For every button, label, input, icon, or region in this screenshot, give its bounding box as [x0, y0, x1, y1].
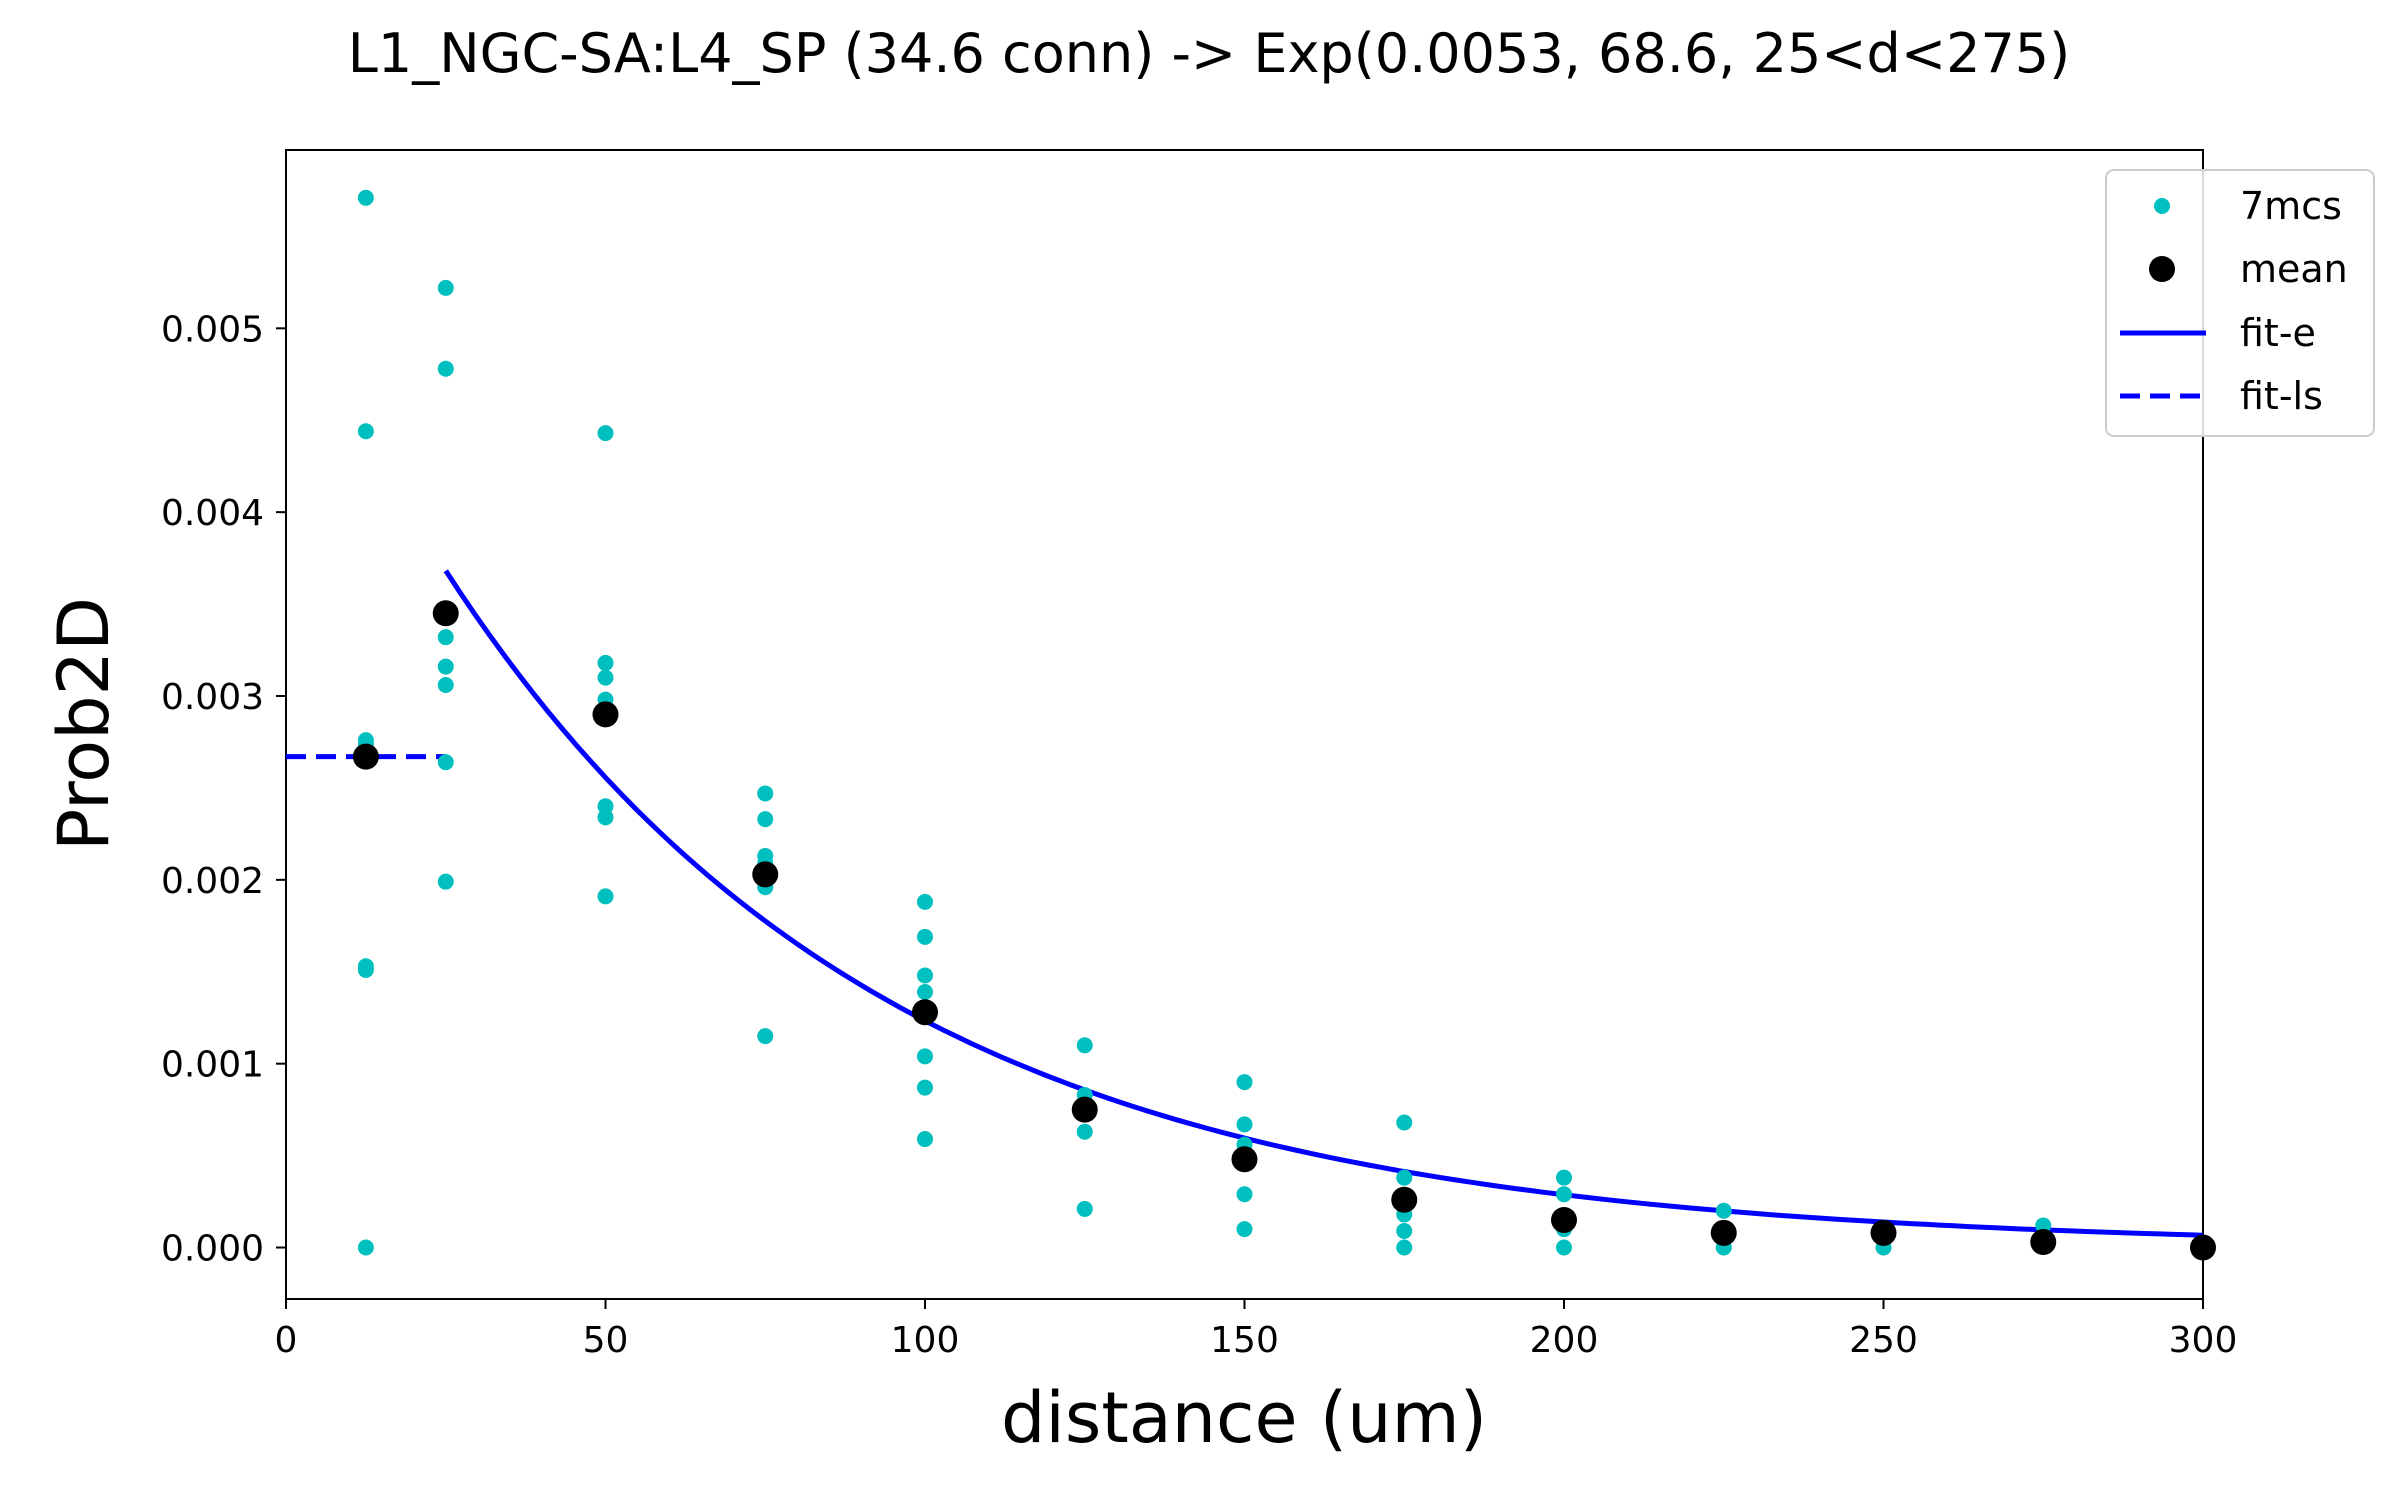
7mcs-point [597, 888, 614, 905]
7mcs-point [917, 983, 933, 1000]
legend-label-fit-e: fit-e [2240, 311, 2316, 355]
legend-label-mean: mean [2240, 247, 2348, 291]
7mcs-point [917, 928, 933, 945]
mean-point [592, 701, 619, 728]
7mcs-point [757, 811, 774, 828]
7mcs-point [437, 629, 454, 646]
7mcs-point [917, 967, 933, 984]
7mcs-point [1396, 1169, 1413, 1186]
x-tick-label: 200 [1530, 1320, 1599, 1361]
7mcs-point [1715, 1202, 1732, 1219]
7mcs-point [917, 893, 933, 910]
x-tick-label: 100 [891, 1320, 960, 1361]
y-axis-label: Prob2D [43, 597, 125, 851]
x-tick-label: 50 [583, 1320, 629, 1361]
legend: 7mcs mean fit-e fit-ls [2105, 169, 2375, 437]
7mcs-point [1396, 1222, 1413, 1239]
mean-point [2030, 1229, 2057, 1256]
7mcs-point [597, 798, 614, 815]
series-7mcs-points [357, 189, 2211, 1256]
7mcs-point [357, 961, 374, 978]
7mcs-point [757, 1028, 774, 1045]
7mcs-point [2035, 1217, 2052, 1234]
7mcs-point [1236, 1074, 1253, 1091]
mean-point [1710, 1219, 1737, 1246]
7mcs-point [357, 1239, 374, 1256]
y-tick-label: 0.003 [161, 677, 264, 718]
mean-point [1231, 1146, 1258, 1173]
y-tick-label: 0.002 [161, 861, 264, 902]
legend-box [2105, 169, 2375, 437]
mean-point [432, 600, 459, 627]
7mcs-point [917, 1048, 933, 1065]
7mcs-point [917, 1131, 933, 1148]
x-tick-label: 300 [2169, 1320, 2238, 1361]
series-mean-points [352, 600, 2216, 1261]
7mcs-point [1396, 1114, 1413, 1131]
7mcs-point [597, 654, 614, 671]
7mcs-point [917, 1079, 933, 1096]
x-tick-label: 250 [1849, 1320, 1918, 1361]
y-tick-label: 0.005 [161, 309, 264, 350]
7mcs-point [1556, 1239, 1572, 1256]
legend-marker-mean [2149, 256, 2175, 282]
mean-point [1551, 1206, 1577, 1233]
fit-lines [286, 569, 2204, 1238]
7mcs-point [1556, 1186, 1572, 1203]
mean-point [752, 861, 779, 888]
7mcs-point [437, 754, 454, 771]
7mcs-point [1076, 1037, 1093, 1054]
mean-point [1391, 1186, 1418, 1213]
7mcs-point [1076, 1200, 1093, 1217]
7mcs-point [357, 189, 374, 206]
7mcs-point [597, 669, 614, 686]
x-tick-label: 150 [1210, 1320, 1279, 1361]
mean-point [2190, 1234, 2216, 1261]
7mcs-point [357, 423, 374, 440]
mean-point [352, 743, 379, 770]
7mcs-point [437, 279, 454, 296]
7mcs-point [1556, 1169, 1572, 1186]
mean-point [912, 999, 938, 1026]
legend-label-7mcs: 7mcs [2240, 184, 2342, 228]
7mcs-point [437, 873, 454, 890]
x-tick-label: 0 [275, 1320, 298, 1361]
7mcs-point [437, 658, 454, 675]
y-tick-label: 0.004 [161, 493, 264, 534]
legend-marker-7mcs [2154, 198, 2170, 214]
7mcs-point [597, 425, 614, 442]
7mcs-point [1236, 1116, 1253, 1133]
legend-label-fit-ls: fit-ls [2240, 374, 2323, 418]
7mcs-point [757, 785, 774, 802]
7mcs-point [1076, 1123, 1093, 1140]
mean-point [1071, 1096, 1098, 1123]
y-tick-label: 0.001 [161, 1045, 264, 1086]
7mcs-point [1236, 1186, 1253, 1203]
y-axis-ticks: 0.000 0.001 0.002 0.003 0.004 0.005 [161, 309, 286, 1270]
7mcs-point [597, 809, 614, 826]
fit-e-line [443, 569, 2204, 1238]
chart-title: L1_NGC-SA:L4_SP (34.6 conn) -> Exp(0.005… [348, 22, 2070, 85]
7mcs-point [437, 676, 454, 693]
7mcs-point [1396, 1239, 1413, 1256]
7mcs-point [437, 360, 454, 377]
7mcs-point [1236, 1221, 1253, 1238]
mean-point [1870, 1219, 1897, 1246]
x-axis-ticks: 0 50 100 150 200 250 300 [275, 1299, 2238, 1361]
x-axis-label: distance (um) [1001, 1377, 1487, 1459]
y-tick-label: 0.000 [161, 1229, 264, 1270]
